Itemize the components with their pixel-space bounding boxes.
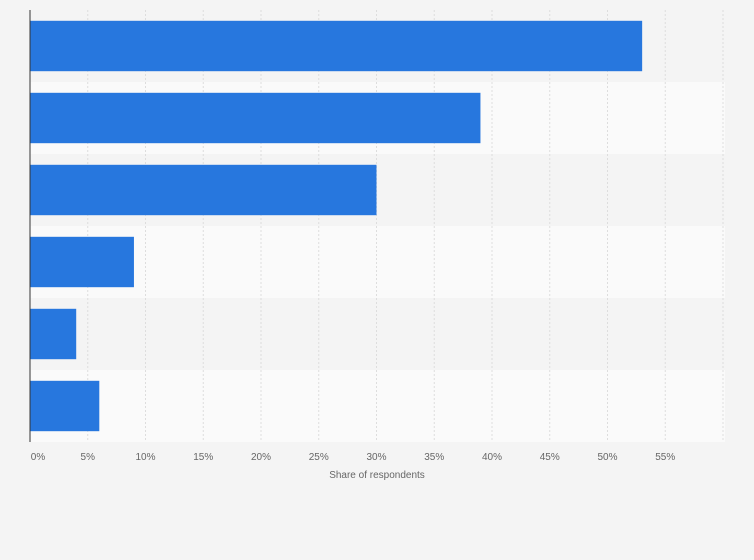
x-axis-ticks: 0% 5% 10% 15% 20% 25% 30% 35% 40% 45% 50% 55%: [31, 452, 676, 463]
x-tick-label: 5%: [81, 452, 96, 463]
bar[interactable]: [30, 92, 481, 144]
bar[interactable]: [30, 20, 643, 72]
row-band: [30, 370, 725, 442]
x-tick-label: 20%: [251, 452, 271, 463]
x-tick-label: 10%: [135, 452, 155, 463]
x-tick-label: 35%: [424, 452, 444, 463]
x-tick-label: 40%: [482, 452, 502, 463]
bar[interactable]: [30, 308, 77, 360]
x-tick-label: 0%: [31, 452, 46, 463]
gridlines: [87, 10, 724, 442]
x-axis-title: Share of respondents: [329, 470, 425, 481]
row-bands: [30, 10, 725, 442]
row-band: [30, 226, 725, 298]
x-tick-label: 25%: [309, 452, 329, 463]
bars: [30, 20, 643, 432]
x-tick-label: 55%: [655, 452, 675, 463]
bar[interactable]: [30, 380, 100, 432]
bar[interactable]: [30, 164, 377, 216]
row-band: [30, 298, 725, 370]
bar[interactable]: [30, 236, 134, 288]
x-tick-label: 15%: [193, 452, 213, 463]
x-tick-label: 30%: [366, 452, 386, 463]
x-tick-label: 45%: [540, 452, 560, 463]
x-tick-label: 50%: [597, 452, 617, 463]
